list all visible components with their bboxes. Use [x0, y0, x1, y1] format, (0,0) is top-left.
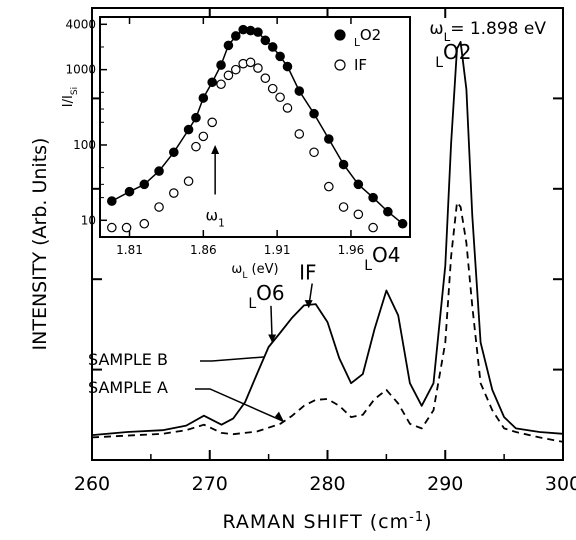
inset-point-if	[275, 92, 285, 103]
inset-y-axis-label: I/ISi	[61, 87, 80, 107]
inset-legend-label: LO2	[354, 26, 381, 49]
inset-point-if	[368, 222, 378, 233]
peak-label-lo6: LO6	[248, 281, 284, 312]
inset-point-lo2	[324, 134, 334, 144]
inset-point-if	[253, 63, 263, 73]
inset-y-tick-label: 1000	[65, 63, 96, 77]
inset-point-lo2	[353, 179, 364, 190]
peak-label-lo2: LO2	[435, 40, 471, 71]
inset-point-if	[223, 70, 234, 81]
sample-a-leader	[195, 388, 285, 423]
inset-point-lo2	[183, 124, 194, 135]
inset-point-if	[216, 79, 226, 90]
inset-point-if	[198, 131, 209, 142]
peak-arrowhead-lo6	[268, 334, 277, 343]
x-tick-label: 270	[192, 473, 228, 495]
inset-point-lo2	[294, 86, 305, 96]
inset-point-lo2	[231, 31, 241, 41]
inset-point-lo2	[267, 42, 278, 52]
inset-point-lo2	[309, 108, 319, 119]
inset-point-if	[231, 64, 241, 75]
inset-point-lo2	[282, 61, 293, 72]
inset-point-lo2	[383, 206, 393, 217]
inset-point-lo2	[223, 40, 234, 51]
inset-y-tick-label: 4000	[65, 17, 96, 31]
x-tick-label: 300	[545, 473, 576, 495]
inset-point-lo2	[207, 77, 217, 88]
inset-point-if	[139, 218, 150, 229]
series-line-sample-a	[91, 201, 564, 443]
sample-a-arrowhead	[274, 411, 284, 422]
inset-point-if	[245, 57, 256, 68]
peak-label-if: IF	[299, 261, 316, 285]
inset-point-if	[267, 83, 278, 94]
x-axis-label: RAMAN SHIFT (cm-1)	[222, 510, 432, 534]
inset-point-if	[169, 188, 179, 198]
main-chart: 260 270 280 290 300 RAMAN SHIFT (cm-1) INTENSI…	[29, 7, 576, 534]
inset-x-tick-label: 1.91	[264, 243, 291, 257]
inset-point-lo2	[368, 192, 378, 203]
x-tick-label: 260	[74, 473, 110, 495]
inset-x-tick-label: 1.81	[116, 243, 143, 257]
inset-point-if	[191, 141, 201, 152]
inset-y-tick-label: 10	[81, 213, 96, 227]
y-axis-label: INTENSITY (Arb. Units)	[29, 138, 51, 351]
inset-point-lo2	[139, 179, 150, 190]
inset-point-if	[207, 117, 217, 128]
inset-point-lo2	[216, 60, 226, 70]
inset-point-if	[353, 209, 364, 220]
inset-point-if	[154, 202, 164, 212]
inset-point-lo2	[253, 27, 263, 37]
inset-point-if	[183, 176, 194, 187]
excitation-energy-label: ωL= 1.898 eV	[429, 19, 546, 44]
inset-omega1-arrowhead	[211, 144, 220, 154]
inset-point-lo2	[169, 147, 179, 158]
peak-arrowhead-if	[304, 300, 313, 309]
inset-point-lo2	[275, 51, 285, 62]
inset-point-lo2	[397, 218, 408, 229]
inset-point-lo2	[107, 196, 117, 206]
inset-chart: 1.81 1.86 1.91 1.96 10 100 1000 4000 ωL (eV) I/IS…	[61, 16, 411, 281]
peak-label-lo4: LO4	[364, 243, 400, 274]
inset-x-tick-label: 1.96	[338, 243, 365, 257]
inset-point-if	[294, 129, 305, 139]
inset-point-if	[107, 222, 117, 233]
inset-point-if	[309, 147, 319, 158]
inset-point-lo2	[260, 35, 271, 46]
sample-a-label: SAMPLE A	[88, 378, 168, 397]
inset-point-if	[282, 103, 293, 113]
inset-x-tick-label: 1.86	[190, 243, 217, 257]
inset-point-if	[121, 222, 132, 233]
inset-x-axis-label: ωL (eV)	[231, 262, 278, 281]
inset-point-if	[260, 73, 271, 83]
inset-legend-marker	[334, 29, 346, 41]
inset-y-tick-label: 100	[73, 138, 96, 152]
inset-point-if	[324, 181, 334, 192]
series-line-sample-b	[91, 41, 564, 436]
sample-b-leader	[200, 356, 264, 362]
x-tick-label: 280	[309, 473, 345, 495]
inset-point-lo2	[198, 93, 209, 103]
inset-legend-marker	[334, 59, 346, 71]
inset-legend-label: IF	[354, 56, 367, 74]
inset-plot-frame	[99, 16, 411, 238]
sample-b-label: SAMPLE B	[88, 350, 168, 369]
x-tick-label: 290	[427, 473, 463, 495]
inset-point-lo2	[154, 166, 164, 176]
inset-point-lo2	[338, 159, 349, 170]
inset-point-if	[338, 202, 349, 212]
inset-point-lo2	[191, 112, 201, 123]
inset-point-lo2	[124, 186, 135, 197]
inset-omega1-label: ω1	[206, 206, 225, 229]
